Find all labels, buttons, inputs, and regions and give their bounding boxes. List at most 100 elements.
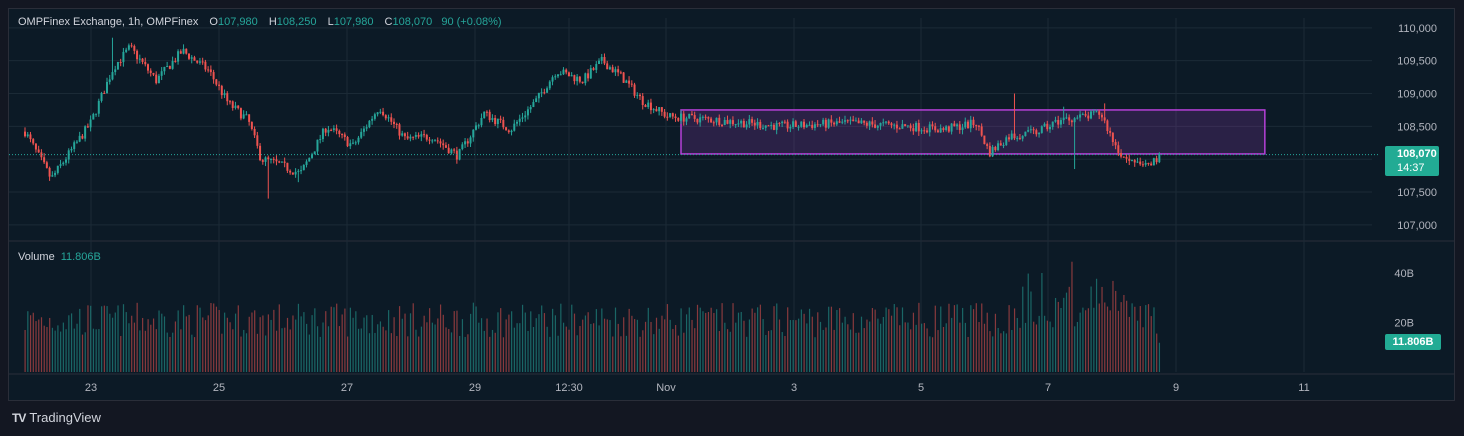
volume-tick-label: 40B: [1394, 268, 1414, 280]
price-tick-label: 109,000: [1397, 89, 1437, 101]
volume-bar: [557, 335, 559, 372]
candle-body: [1114, 142, 1117, 146]
candle-body: [147, 64, 149, 71]
volume-bar: [114, 312, 116, 372]
tradingview-brand[interactable]: TV TradingView: [12, 410, 101, 425]
volume-bar: [196, 305, 198, 372]
volume-bar: [808, 308, 811, 372]
candle-body: [469, 137, 472, 144]
volume-bar: [1104, 302, 1106, 372]
volume-bar: [822, 329, 824, 372]
volume-bar: [798, 318, 800, 372]
volume-bar: [513, 327, 515, 372]
volume-bar: [486, 318, 488, 372]
volume-bar: [1082, 307, 1084, 372]
candle-body: [149, 70, 152, 73]
volume-bar: [207, 315, 209, 372]
candle-body: [1103, 117, 1106, 121]
candle-body: [447, 147, 450, 154]
candle-body: [499, 118, 502, 120]
candle-body: [554, 76, 557, 78]
volume-bar: [800, 309, 802, 372]
candle-body: [193, 57, 196, 61]
candle-body: [923, 130, 926, 132]
time-tick-label: 29: [469, 382, 481, 394]
volume-bar: [650, 321, 652, 372]
candle-body: [502, 119, 505, 128]
volume-label[interactable]: Volume: [18, 251, 55, 263]
candle-body: [882, 122, 885, 124]
volume-bar: [699, 307, 701, 372]
volume-bar: [347, 336, 349, 372]
volume-bar: [92, 328, 95, 372]
volume-bar: [248, 316, 250, 372]
candle-body: [639, 94, 641, 97]
candle-body: [125, 49, 128, 52]
volume-bar: [122, 304, 125, 372]
volume-bar: [172, 332, 174, 372]
candle-body: [964, 121, 967, 128]
volume-bar: [396, 336, 398, 372]
candle-body: [1141, 164, 1144, 166]
candle-body: [431, 140, 434, 142]
volume-bar: [1112, 280, 1114, 372]
price-axis: 110,000109,500109,000108,500108,000107,5…: [1397, 23, 1437, 232]
volume-bar: [40, 317, 43, 372]
volume-bar: [844, 316, 846, 372]
volume-bar: [792, 319, 794, 372]
candle-body: [975, 125, 978, 127]
volume-bar: [152, 318, 155, 372]
candle-body: [97, 100, 100, 114]
candle-body: [138, 58, 141, 60]
candle-body: [942, 128, 945, 131]
candle-body: [649, 102, 652, 111]
volume-bar: [642, 330, 644, 372]
candle-body: [748, 119, 751, 125]
volume-bar: [161, 313, 163, 372]
volume-bar: [527, 330, 529, 372]
price-tick-label: 109,500: [1397, 56, 1437, 68]
volume-bar: [975, 303, 977, 372]
candle-body: [242, 114, 245, 119]
candle-body: [1024, 131, 1027, 137]
symbol-label[interactable]: OMPFinex Exchange, 1h, OMPFinex: [18, 16, 199, 28]
candle-body: [644, 104, 647, 107]
volume-bar: [254, 310, 256, 372]
candle-body: [562, 69, 565, 75]
candle-body: [906, 125, 909, 127]
candle-body: [332, 128, 335, 131]
volume-bar: [330, 306, 332, 372]
volume-bar: [716, 309, 718, 372]
volume-bar: [634, 319, 636, 372]
volume-bar: [158, 310, 160, 372]
volume-bar: [450, 332, 453, 372]
volume-bar: [494, 332, 496, 372]
volume-bar: [795, 320, 797, 372]
volume-bar: [778, 319, 781, 372]
tradingview-logo-icon: TV: [12, 410, 26, 425]
candle-body: [852, 119, 855, 122]
volume-bar: [1120, 302, 1122, 372]
candle-body: [119, 62, 122, 64]
candle-body: [789, 126, 792, 129]
volume-bar: [511, 311, 513, 372]
volume-bar: [767, 330, 770, 372]
candle-body: [289, 170, 292, 173]
price-tick-label: 110,000: [1398, 23, 1437, 35]
candle-series: [24, 37, 1161, 199]
volume-bar: [653, 334, 655, 372]
volume-value: 11.806B: [60, 251, 101, 263]
candle-body: [816, 124, 819, 126]
volume-bar: [439, 304, 442, 372]
candle-body: [863, 120, 866, 123]
volume-bar: [672, 328, 674, 372]
candle-body: [218, 84, 221, 86]
volume-bar: [915, 324, 917, 372]
candle-body: [671, 113, 674, 117]
candle-body: [633, 84, 636, 96]
candle-body: [622, 72, 625, 83]
volume-bar: [593, 323, 595, 372]
candle-body: [34, 143, 37, 150]
volume-bar: [275, 330, 278, 372]
